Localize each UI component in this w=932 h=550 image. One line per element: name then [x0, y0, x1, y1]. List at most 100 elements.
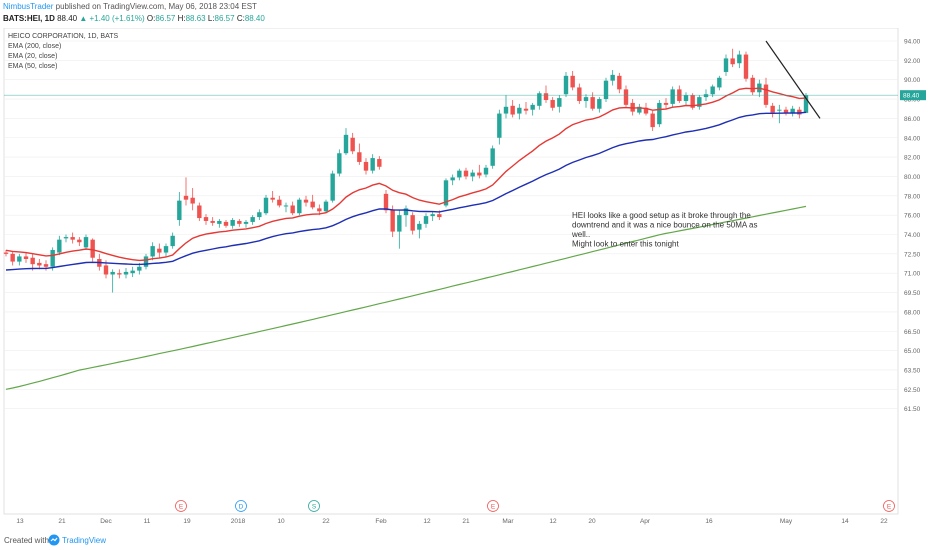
event-marker[interactable]: D	[235, 500, 247, 512]
candle-body	[723, 58, 729, 72]
author-link[interactable]: NimbusTrader	[3, 2, 54, 11]
candle-body	[457, 170, 462, 178]
event-marker-label: E	[179, 504, 184, 511]
indicator-legend: HEICO CORPORATION, 1D, BATS EMA (200, cl…	[8, 32, 118, 72]
candle-body	[270, 197, 275, 200]
candle-body	[803, 95, 809, 113]
y-tick-label: 69.50	[904, 290, 921, 297]
candle-body	[637, 106, 642, 113]
price-chart[interactable]: 94.0092.0090.0088.0086.0084.0082.0080.00…	[0, 28, 932, 532]
candle-body	[57, 239, 62, 253]
candle-body	[603, 80, 609, 100]
candle-body	[337, 153, 342, 174]
candle-body	[383, 193, 389, 211]
x-tick-label: Mar	[502, 518, 514, 525]
candle-body	[230, 219, 235, 226]
candle-body	[277, 199, 282, 206]
candle-body	[297, 199, 302, 214]
candle-body	[517, 107, 522, 114]
candle-body	[430, 214, 435, 217]
candle-body	[390, 209, 395, 232]
candle-body	[577, 87, 582, 101]
tradingview-logo-icon	[48, 534, 60, 546]
candle-body	[617, 75, 622, 90]
legend-ema50[interactable]: EMA (50, close)	[8, 63, 58, 70]
candle-body	[730, 58, 735, 65]
close-label: C:	[236, 14, 245, 23]
publish-info: NimbusTrader published on TradingView.co…	[3, 2, 257, 11]
x-tick-label: 22	[322, 518, 330, 525]
y-tick-label: 76.00	[904, 213, 921, 220]
candle-body	[597, 99, 602, 109]
candle-body	[217, 220, 222, 224]
event-marker[interactable]: E	[175, 500, 187, 512]
candle-body	[170, 235, 175, 247]
candle-body	[797, 109, 802, 115]
event-marker[interactable]: E	[883, 500, 895, 512]
symbol-label[interactable]: BATS:HEI, 1D	[3, 14, 55, 23]
tradingview-brand[interactable]: TradingView	[62, 536, 107, 545]
candle-body	[530, 104, 535, 110]
candle-body	[750, 77, 755, 93]
candle-body	[623, 89, 629, 105]
low-value: 86.57	[214, 14, 235, 23]
x-tick-label: 20	[588, 518, 596, 525]
candle-body	[123, 271, 129, 275]
candle-body	[183, 195, 189, 200]
candle-body	[150, 246, 155, 257]
published-text: published on TradingView.com, May 06, 20…	[55, 2, 257, 11]
event-marker-circle	[175, 500, 187, 512]
candle-body	[583, 97, 589, 101]
candle-body	[743, 54, 749, 79]
y-tick-label: 61.50	[904, 406, 921, 413]
x-tick-label: 21	[462, 518, 470, 525]
candle-body	[790, 108, 795, 113]
candle-body	[670, 89, 675, 104]
candle-body	[497, 113, 502, 138]
y-tick-label: 74.00	[904, 232, 921, 239]
legend-ema200[interactable]: EMA (200, close)	[8, 43, 62, 50]
candle-body	[483, 167, 489, 175]
y-tick-label: 62.50	[904, 387, 921, 394]
candle-body	[403, 208, 409, 216]
event-marker-label: E	[887, 504, 892, 511]
candle-body	[703, 94, 709, 98]
legend-ema20[interactable]: EMA (20, close)	[8, 53, 58, 60]
price-badge-bg	[900, 90, 926, 101]
candle-body	[50, 249, 55, 267]
created-with-text: Created with	[4, 536, 49, 545]
candle-body	[90, 239, 95, 258]
candle-body	[43, 264, 49, 267]
candle-body	[317, 208, 322, 212]
candle-body	[557, 98, 562, 107]
candle-body	[70, 237, 75, 240]
high-value: 88.63	[185, 14, 206, 23]
candle-body	[410, 215, 415, 231]
y-tick-label: 71.00	[904, 271, 921, 278]
candle-body	[777, 109, 782, 111]
candle-body	[290, 205, 295, 214]
y-tick-label: 94.00	[904, 39, 921, 46]
x-tick-label: 19	[183, 518, 191, 525]
x-tick-label: 10	[277, 518, 285, 525]
candle-body	[190, 197, 195, 204]
candle-body	[437, 214, 442, 218]
y-tick-label: 82.00	[904, 155, 921, 162]
y-tick-label: 92.00	[904, 58, 921, 65]
price-change: ▲ +1.40 (+1.61%)	[79, 14, 145, 23]
open-value: 86.57	[155, 14, 176, 23]
annotation-line: well..	[571, 230, 590, 239]
candle-body	[657, 102, 662, 125]
event-marker-circle	[487, 500, 499, 512]
annotation-line: Might look to enter this tonight	[572, 240, 680, 249]
event-marker[interactable]: E	[487, 500, 499, 512]
event-marker[interactable]: S	[308, 500, 320, 512]
legend-title: HEICO CORPORATION, 1D, BATS	[8, 33, 119, 40]
candle-body	[203, 217, 209, 221]
footer-bar: Created with TradingView	[0, 532, 932, 550]
candle-body	[117, 273, 122, 275]
candle-body	[10, 253, 15, 262]
candle-body	[503, 106, 509, 114]
candle-body	[717, 77, 722, 88]
candle-body	[250, 217, 255, 222]
